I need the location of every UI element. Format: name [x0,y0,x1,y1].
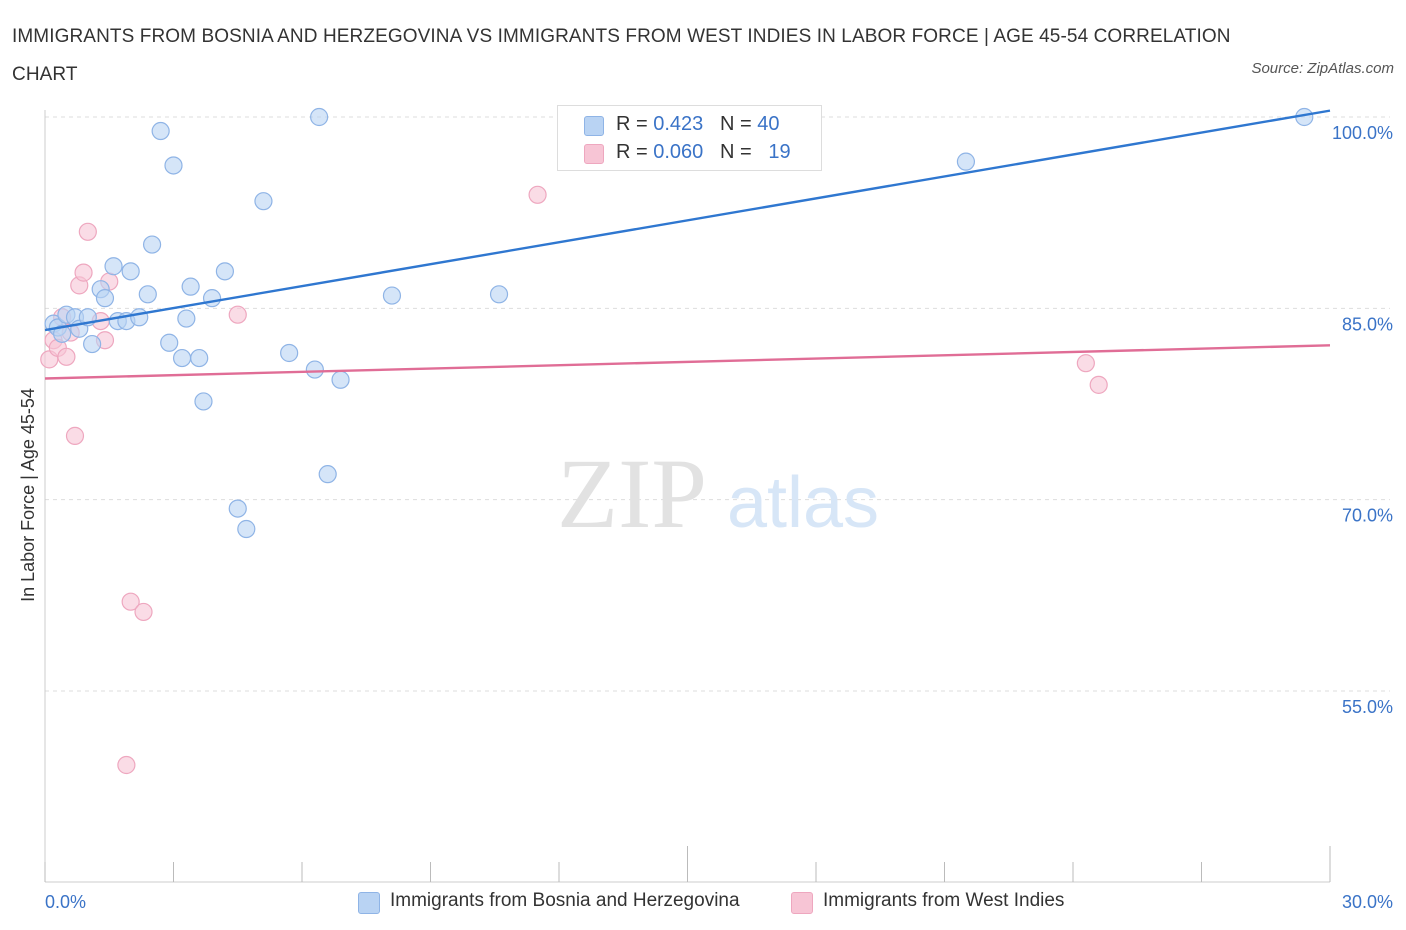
legend-swatch-pink [584,144,604,164]
west-indies-point [528,185,547,204]
bosnia-point [138,285,157,304]
legend-r-value: 0.060 [653,141,704,163]
west-indies-point [228,305,247,324]
axes: 100.0% 85.0% 70.0% 55.0% 0.0% 30.0% [44,110,1393,912]
bosnia-point [95,289,115,308]
bosnia-point [305,360,324,379]
west-indies-point [74,263,93,282]
y-axis-label: In Labor Force | Age 45-54 [18,388,38,602]
legend-r-label: R = [616,113,654,135]
y-tick-label: 55.0% [1342,697,1393,717]
x-tick-label: 0.0% [45,892,86,912]
west-indies-point [1076,354,1095,373]
trendlines [44,109,1331,380]
y-tick-label: 100.0% [1332,123,1393,143]
legend-r-label: R = [616,141,654,163]
west-indies-point [134,602,153,622]
bosnia-point [172,348,192,368]
bosnia-trendline [44,109,1331,332]
bosnia-point [202,289,222,308]
watermark-zip: ZIP [557,438,707,549]
bosnia-point [177,309,196,328]
bosnia-point [142,235,162,254]
bosnia-point [382,286,402,305]
gridlines [45,116,1390,692]
source-label: Source: ZipAtlas.com [1251,60,1394,77]
bosnia-point [280,343,299,363]
legend-swatch-pink [791,892,813,914]
bosnia-point [121,262,140,281]
legend-r-value: 0.423 [653,113,704,135]
legend-n-label: N = [719,113,758,135]
bosnia-point [190,348,209,368]
stats-legend: R = 0.423 N = 40 R = 0.060 N = 19 [557,105,822,171]
bosnia-point [53,324,72,343]
west-indies-point [1089,375,1108,394]
legend-swatch-blue [358,892,380,914]
legend-series-name: Immigrants from Bosnia and Herzegovina [390,890,740,911]
bosnia-point [331,370,350,389]
y-tick-label: 85.0% [1342,314,1393,334]
legend-series-name: Immigrants from West Indies [823,890,1065,911]
west-indies-point [121,592,140,611]
bosnia-point [254,192,273,211]
bosnia-point [310,107,329,127]
bosnia-point [164,156,183,175]
west-indies-point [65,426,85,445]
x-tick-label: 30.0% [1342,892,1393,912]
bosnia-point [237,519,256,539]
bosnia-point [181,277,200,296]
watermark: ZIP atlas [557,438,879,549]
legend-n-label: N = [719,141,758,163]
bosnia-point [160,333,179,352]
west-indies-trendline [44,344,1331,380]
y-tick-label: 70.0% [1342,506,1393,526]
legend-n-value: 40 [757,113,780,135]
west-indies-point [57,347,76,366]
legend-swatch-blue [584,116,604,136]
bosnia-point [151,121,170,141]
west-indies-point [117,755,136,775]
legend-n-value: 19 [768,141,791,163]
watermark-atlas: atlas [727,463,879,543]
bosnia-point [228,499,247,518]
bosnia-point [130,308,149,327]
bosnia-point [956,152,976,171]
chart-title: IMMIGRANTS FROM BOSNIA AND HERZEGOVINA V… [12,26,1231,85]
bosnia-point [83,334,102,354]
west-indies-point [78,222,97,241]
bosnia-point [318,465,337,484]
bosnia-point [194,392,213,411]
bosnia-point [215,262,234,281]
bosnia-point [489,285,509,304]
bosnia-point [104,257,123,276]
